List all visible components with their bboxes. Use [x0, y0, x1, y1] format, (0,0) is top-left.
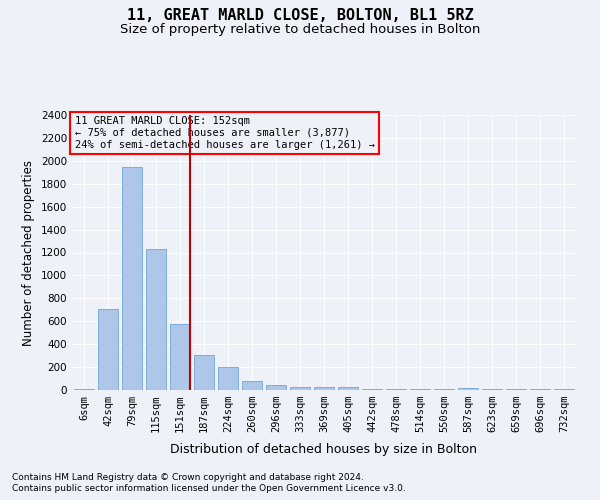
Bar — [266, 386, 286, 390]
Bar — [218, 367, 238, 390]
Text: Contains HM Land Registry data © Crown copyright and database right 2024.: Contains HM Land Registry data © Crown c… — [12, 472, 364, 482]
Bar — [242, 382, 262, 390]
Y-axis label: Number of detached properties: Number of detached properties — [22, 160, 35, 346]
Bar — [554, 389, 574, 390]
Bar — [458, 388, 478, 390]
Bar — [74, 389, 94, 390]
Text: Contains public sector information licensed under the Open Government Licence v3: Contains public sector information licen… — [12, 484, 406, 493]
Bar — [194, 355, 214, 390]
Bar — [122, 166, 142, 390]
Text: 11, GREAT MARLD CLOSE, BOLTON, BL1 5RZ: 11, GREAT MARLD CLOSE, BOLTON, BL1 5RZ — [127, 8, 473, 22]
Bar — [338, 386, 358, 390]
Text: Size of property relative to detached houses in Bolton: Size of property relative to detached ho… — [120, 22, 480, 36]
Bar — [98, 308, 118, 390]
Bar — [290, 386, 310, 390]
Bar — [314, 387, 334, 390]
Bar — [170, 324, 190, 390]
Text: 11 GREAT MARLD CLOSE: 152sqm
← 75% of detached houses are smaller (3,877)
24% of: 11 GREAT MARLD CLOSE: 152sqm ← 75% of de… — [74, 116, 374, 150]
Text: Distribution of detached houses by size in Bolton: Distribution of detached houses by size … — [170, 442, 478, 456]
Bar — [146, 249, 166, 390]
